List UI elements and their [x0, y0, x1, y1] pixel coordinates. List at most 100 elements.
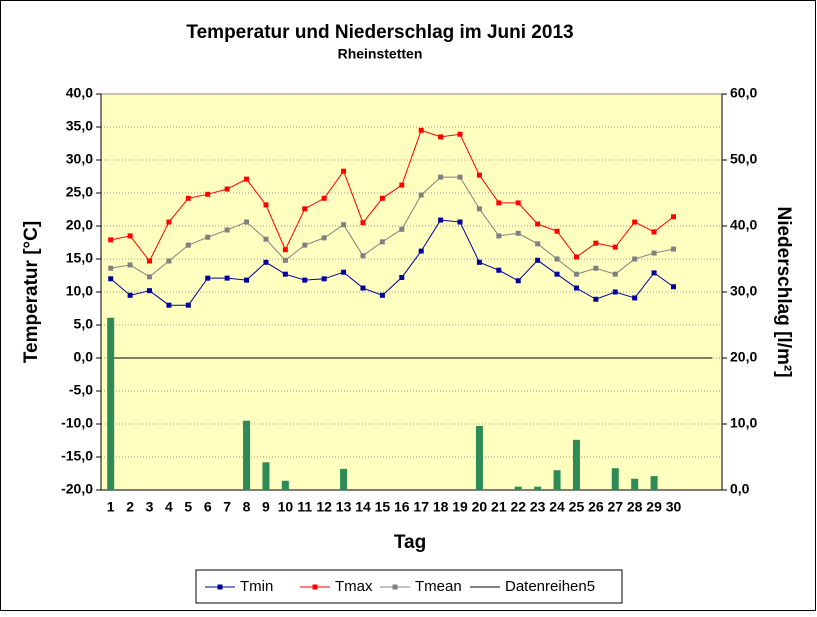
marker [185, 242, 191, 248]
marker [379, 292, 385, 298]
x-tick-label: 9 [262, 499, 270, 515]
x-tick-label: 6 [204, 499, 212, 515]
y2-tick-label: 30,0 [730, 283, 757, 299]
marker [476, 206, 482, 212]
marker [205, 275, 211, 281]
marker [554, 271, 560, 277]
marker [147, 258, 153, 264]
marker [244, 277, 250, 283]
marker [224, 275, 230, 281]
marker [670, 214, 676, 220]
marker [224, 186, 230, 192]
y-tick-label: -20,0 [61, 481, 93, 497]
marker [341, 222, 347, 228]
marker [321, 195, 327, 201]
marker [670, 284, 676, 290]
marker [573, 271, 579, 277]
x-tick-label: 7 [223, 499, 231, 515]
y-tick-label: 35,0 [66, 118, 93, 134]
marker [302, 242, 308, 248]
marker [224, 227, 230, 233]
x-tick-label: 12 [316, 499, 332, 515]
marker [360, 253, 366, 259]
marker [612, 289, 618, 295]
chart-title: Temperatur und Niederschlag im Juni 2013 [186, 22, 573, 43]
marker [612, 244, 618, 250]
marker [632, 295, 638, 301]
bar [107, 317, 115, 490]
marker [321, 235, 327, 241]
marker [418, 127, 424, 133]
marker [554, 228, 560, 234]
x-tick-label: 14 [355, 499, 371, 515]
marker [438, 134, 444, 140]
y2-tick-label: 0,0 [730, 481, 750, 497]
marker [593, 240, 599, 246]
x-tick-label: 30 [666, 499, 682, 515]
marker [185, 195, 191, 201]
marker [166, 219, 172, 225]
marker [496, 200, 502, 206]
marker [263, 236, 269, 242]
marker [476, 172, 482, 178]
bar [475, 425, 483, 490]
marker [573, 254, 579, 260]
legend-label: Datenreihen5 [505, 578, 595, 595]
bar [243, 420, 251, 490]
y2-tick-label: 50,0 [730, 151, 757, 167]
x-tick-label: 1 [107, 499, 115, 515]
marker [593, 296, 599, 302]
marker [457, 219, 463, 225]
marker [282, 271, 288, 277]
marker [418, 192, 424, 198]
marker [593, 265, 599, 271]
marker [166, 302, 172, 308]
marker [632, 256, 638, 262]
marker [360, 220, 366, 226]
marker [612, 271, 618, 277]
x-tick-label: 28 [627, 499, 643, 515]
marker [496, 267, 502, 273]
y2-tick-label: 60,0 [730, 85, 757, 101]
y2-tick-label: 40,0 [730, 217, 757, 233]
marker [321, 276, 327, 282]
marker [108, 265, 114, 271]
x-tick-label: 29 [646, 499, 662, 515]
x-tick-label: 4 [165, 499, 173, 515]
series-line [110, 176, 674, 278]
x-tick-label: 26 [588, 499, 604, 515]
x-tick-label: 11 [297, 499, 312, 515]
marker [651, 250, 657, 256]
marker [670, 246, 676, 252]
legend-marker [217, 584, 223, 590]
legend-marker [392, 584, 398, 590]
marker [185, 302, 191, 308]
bar [281, 480, 289, 490]
y-tick-label: 20,0 [66, 217, 93, 233]
marker [379, 239, 385, 245]
series-line [110, 129, 674, 262]
marker [127, 233, 133, 239]
marker [263, 202, 269, 208]
y-tick-label: 5,0 [74, 316, 94, 332]
marker [496, 233, 502, 239]
legend-label: Tmax [335, 578, 373, 595]
bar [534, 486, 542, 490]
bar [572, 439, 580, 490]
y2-tick-label: 10,0 [730, 415, 757, 431]
x-tick-label: 23 [530, 499, 546, 515]
marker [360, 285, 366, 291]
marker [418, 248, 424, 254]
bar [631, 478, 639, 490]
x-tick-label: 24 [549, 499, 565, 515]
marker [302, 206, 308, 212]
marker [573, 285, 579, 291]
marker [457, 131, 463, 137]
x-tick-label: 16 [394, 499, 410, 515]
marker [535, 257, 541, 263]
series-line [110, 219, 674, 306]
bar [611, 468, 619, 490]
y-tick-label: -15,0 [61, 448, 93, 464]
y-tick-label: 0,0 [74, 349, 94, 365]
